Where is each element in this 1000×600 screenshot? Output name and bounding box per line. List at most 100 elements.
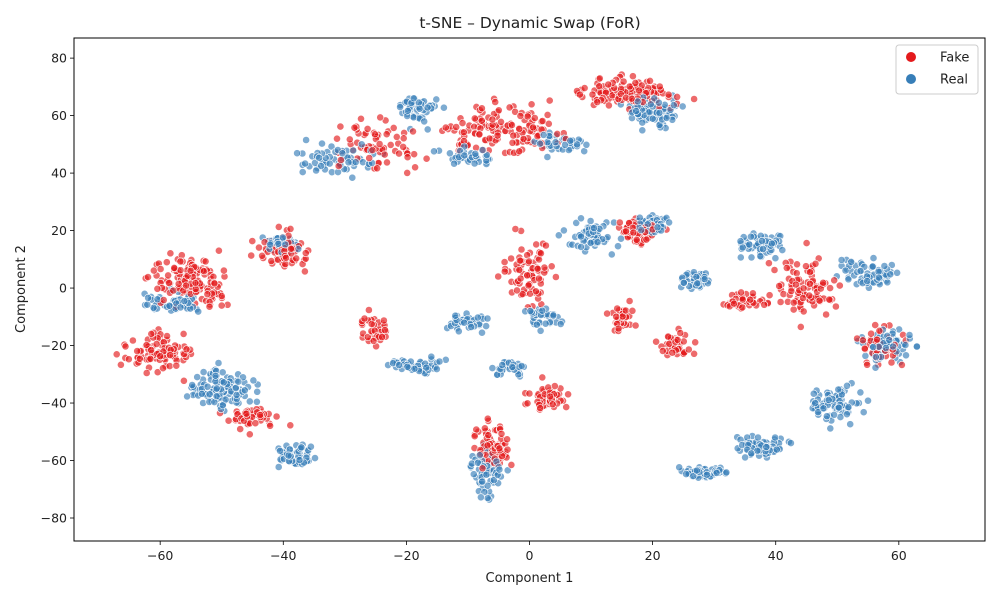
point-fake <box>214 246 223 255</box>
point-fake <box>564 390 572 399</box>
point-fake <box>159 364 167 373</box>
point-fake <box>811 259 820 268</box>
point-real <box>467 323 476 331</box>
point-fake <box>793 260 801 269</box>
point-fake <box>738 295 747 304</box>
x-tick-label: 40 <box>768 548 784 563</box>
point-real <box>573 140 581 149</box>
legend-label-real: Real <box>940 73 968 88</box>
point-fake <box>546 392 554 401</box>
point-fake <box>336 156 345 164</box>
point-real <box>478 477 487 486</box>
point-real <box>454 327 463 336</box>
point-fake <box>363 333 372 341</box>
point-fake <box>292 254 301 263</box>
point-fake <box>507 121 516 129</box>
point-fake <box>799 307 808 316</box>
point-real <box>556 320 565 328</box>
point-fake <box>867 329 875 338</box>
point-real <box>577 232 585 241</box>
point-real <box>561 140 569 149</box>
point-real <box>689 472 698 480</box>
point-fake <box>863 360 871 369</box>
point-real <box>872 352 880 361</box>
point-real <box>861 351 870 360</box>
point-real <box>344 158 353 167</box>
point-fake <box>538 373 547 382</box>
point-real <box>475 451 484 460</box>
legend-marker-real <box>906 74 916 84</box>
point-fake <box>787 287 796 295</box>
point-fake <box>500 258 509 266</box>
point-real <box>432 95 441 104</box>
point-fake <box>485 134 494 143</box>
point-real <box>281 240 290 249</box>
point-fake <box>513 286 521 295</box>
point-real <box>871 363 880 372</box>
point-fake <box>792 280 800 289</box>
point-fake <box>258 251 266 260</box>
point-real <box>536 139 544 148</box>
point-fake <box>536 404 545 412</box>
point-fake <box>483 441 492 450</box>
point-fake <box>301 249 310 257</box>
point-fake <box>765 259 773 268</box>
y-tick-label: 20 <box>51 223 67 238</box>
point-fake <box>525 257 533 266</box>
point-fake <box>458 119 467 127</box>
point-real <box>653 223 662 232</box>
point-real <box>767 239 776 248</box>
point-fake <box>217 292 226 300</box>
point-fake <box>580 84 589 92</box>
point-fake <box>684 345 693 354</box>
point-fake <box>164 271 172 280</box>
point-real <box>541 319 550 328</box>
point-fake <box>898 360 906 369</box>
point-real <box>577 242 585 251</box>
point-fake <box>629 72 637 81</box>
point-real <box>351 158 360 167</box>
point-real <box>276 446 284 455</box>
point-fake <box>166 249 175 258</box>
point-fake <box>170 263 179 272</box>
point-fake <box>452 123 461 131</box>
point-fake <box>392 132 401 141</box>
point-fake <box>162 258 171 267</box>
point-fake <box>483 414 492 423</box>
point-fake <box>112 350 121 359</box>
point-fake <box>371 130 379 139</box>
point-real <box>318 139 326 148</box>
point-real <box>736 253 745 262</box>
point-real <box>482 322 490 330</box>
point-real <box>193 373 202 381</box>
point-real <box>536 326 545 335</box>
point-real <box>435 357 444 366</box>
point-real <box>722 468 731 477</box>
point-fake <box>357 114 365 123</box>
point-fake <box>516 112 525 120</box>
point-real <box>692 466 701 475</box>
point-fake <box>459 128 468 137</box>
point-fake <box>523 271 532 280</box>
point-fake <box>806 279 814 288</box>
point-fake <box>484 431 493 440</box>
point-fake <box>203 290 212 299</box>
point-fake <box>690 349 698 358</box>
point-real <box>830 410 838 419</box>
point-fake <box>245 430 254 439</box>
point-real <box>317 161 325 170</box>
point-real <box>212 392 221 401</box>
y-tick-label: −40 <box>41 396 67 411</box>
point-real <box>771 433 779 442</box>
point-real <box>566 136 575 145</box>
point-fake <box>182 281 190 290</box>
point-fake <box>373 164 381 173</box>
point-real <box>843 381 851 390</box>
legend: Fake Real <box>895 44 979 95</box>
point-fake <box>832 302 840 311</box>
point-fake <box>217 301 226 310</box>
point-real <box>889 342 897 351</box>
point-fake <box>789 305 798 314</box>
point-fake <box>517 245 526 254</box>
